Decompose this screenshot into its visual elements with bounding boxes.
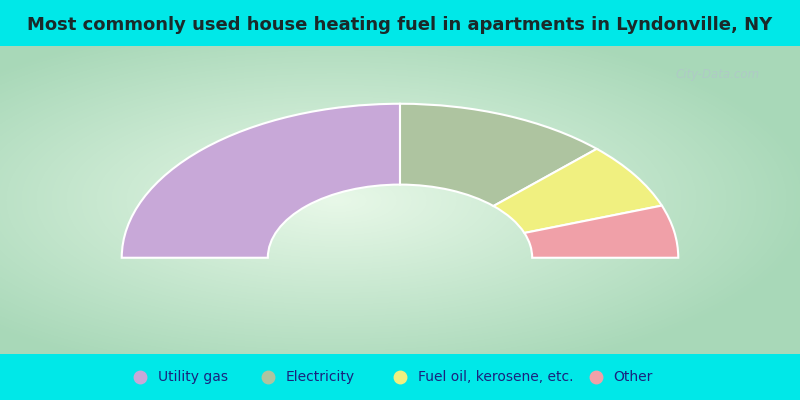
Text: Fuel oil, kerosene, etc.: Fuel oil, kerosene, etc.	[418, 370, 573, 384]
Wedge shape	[524, 206, 678, 258]
Text: Utility gas: Utility gas	[158, 370, 227, 384]
Wedge shape	[122, 104, 400, 258]
Text: Electricity: Electricity	[286, 370, 354, 384]
Wedge shape	[400, 104, 597, 206]
Text: Other: Other	[614, 370, 653, 384]
Wedge shape	[494, 149, 662, 233]
Text: City-Data.com: City-Data.com	[676, 68, 760, 80]
Text: Most commonly used house heating fuel in apartments in Lyndonville, NY: Most commonly used house heating fuel in…	[27, 16, 773, 34]
